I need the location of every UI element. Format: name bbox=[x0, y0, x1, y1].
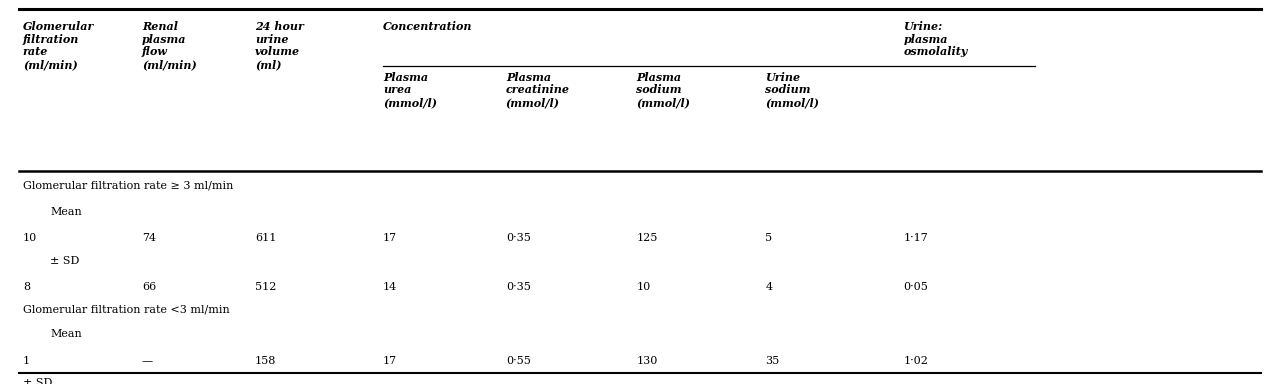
Text: 512: 512 bbox=[255, 282, 276, 292]
Text: 0·55: 0·55 bbox=[506, 356, 531, 366]
Text: Glomerular
filtration
rate
(ml/min): Glomerular filtration rate (ml/min) bbox=[23, 21, 95, 70]
Text: Plasma
sodium
(mmol/l): Plasma sodium (mmol/l) bbox=[636, 71, 690, 108]
Text: Glomerular filtration rate ≥ 3 ml/min: Glomerular filtration rate ≥ 3 ml/min bbox=[23, 181, 233, 191]
Text: 611: 611 bbox=[255, 233, 276, 243]
Text: 66: 66 bbox=[142, 282, 156, 292]
Text: Plasma
urea
(mmol/l): Plasma urea (mmol/l) bbox=[383, 71, 436, 108]
Text: ± SD: ± SD bbox=[23, 378, 52, 384]
Text: 1·02: 1·02 bbox=[904, 356, 928, 366]
Text: 0·35: 0·35 bbox=[506, 282, 531, 292]
Text: 14: 14 bbox=[383, 282, 397, 292]
Text: 4: 4 bbox=[765, 282, 773, 292]
Text: Renal
plasma
flow
(ml/min): Renal plasma flow (ml/min) bbox=[142, 21, 197, 70]
Text: Mean: Mean bbox=[50, 207, 82, 217]
Text: 0·35: 0·35 bbox=[506, 233, 531, 243]
Text: 17: 17 bbox=[383, 233, 397, 243]
Text: Urine:
plasma
osmolality: Urine: plasma osmolality bbox=[904, 21, 968, 57]
Text: 8: 8 bbox=[23, 282, 29, 292]
Text: 1: 1 bbox=[23, 356, 29, 366]
Text: 24 hour
urine
volume
(ml): 24 hour urine volume (ml) bbox=[255, 21, 303, 70]
Text: 125: 125 bbox=[636, 233, 658, 243]
Text: 10: 10 bbox=[636, 282, 650, 292]
Text: ± SD: ± SD bbox=[50, 256, 79, 266]
Text: 74: 74 bbox=[142, 233, 156, 243]
Text: Concentration: Concentration bbox=[383, 21, 472, 32]
Text: Glomerular filtration rate <3 ml/min: Glomerular filtration rate <3 ml/min bbox=[23, 305, 229, 315]
Text: Plasma
creatinine
(mmol/l): Plasma creatinine (mmol/l) bbox=[506, 71, 570, 108]
Text: Urine
sodium
(mmol/l): Urine sodium (mmol/l) bbox=[765, 71, 819, 108]
Text: 0·05: 0·05 bbox=[904, 282, 928, 292]
Text: 10: 10 bbox=[23, 233, 37, 243]
Text: Mean: Mean bbox=[50, 329, 82, 339]
Text: 1·17: 1·17 bbox=[904, 233, 928, 243]
Text: 17: 17 bbox=[383, 356, 397, 366]
Text: 5: 5 bbox=[765, 233, 773, 243]
Text: 158: 158 bbox=[255, 356, 276, 366]
Text: —: — bbox=[142, 356, 154, 366]
Text: 35: 35 bbox=[765, 356, 780, 366]
Text: 130: 130 bbox=[636, 356, 658, 366]
